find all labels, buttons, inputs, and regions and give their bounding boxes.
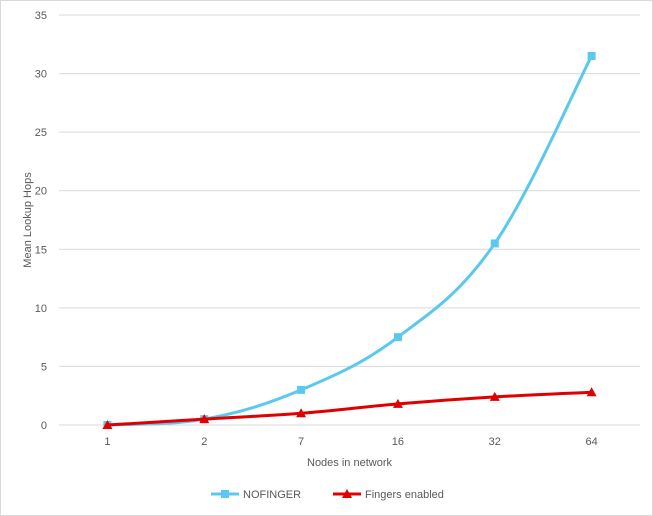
series-1: [103, 52, 596, 429]
y-tick-label: 15: [35, 244, 47, 256]
data-point: [297, 385, 306, 394]
gridlines: [59, 14, 640, 426]
x-tick-label: 16: [392, 436, 404, 448]
x-tick-label: 1: [104, 436, 110, 448]
data-point: [489, 391, 500, 401]
legend-label: NOFINGER: [243, 489, 301, 501]
y-axis-tick-labels: 0 5 10 15 20 25 30 35: [35, 10, 47, 432]
data-point: [296, 408, 307, 418]
y-tick-label: 5: [41, 361, 47, 373]
data-point: [587, 52, 596, 60]
y-tick-label: 10: [35, 303, 47, 315]
x-tick-label: 7: [298, 436, 304, 448]
y-tick-label: 30: [35, 69, 47, 81]
legend: NOFINGER Fingers enabled: [211, 489, 444, 501]
x-tick-label: 32: [489, 436, 501, 448]
series-line: [107, 390, 592, 427]
y-tick-label: 0: [41, 420, 47, 432]
data-point: [490, 239, 499, 248]
legend-swatch-marker: [221, 490, 229, 498]
x-tick-label: 2: [201, 436, 207, 448]
data-point: [393, 333, 402, 342]
legend-item: Fingers enabled: [333, 489, 444, 501]
series: [102, 52, 597, 429]
y-axis-title: Mean Lookup Hops: [22, 172, 34, 268]
y-tick-label: 35: [35, 10, 47, 22]
legend-label: Fingers enabled: [365, 489, 444, 501]
x-axis-tick-labels: 1 2 7 16 32 64: [104, 436, 597, 448]
legend-item: NOFINGER: [211, 489, 301, 501]
data-point: [586, 387, 597, 397]
y-tick-label: 20: [35, 186, 47, 198]
data-point: [199, 414, 210, 424]
series-2: [102, 387, 597, 429]
legend-swatch-marker: [342, 489, 352, 498]
x-tick-label: 64: [585, 436, 597, 448]
data-point: [102, 420, 113, 429]
data-point: [392, 398, 403, 408]
y-tick-label: 25: [35, 127, 47, 139]
x-axis-title: Nodes in network: [307, 457, 392, 469]
series-line: [107, 55, 593, 427]
